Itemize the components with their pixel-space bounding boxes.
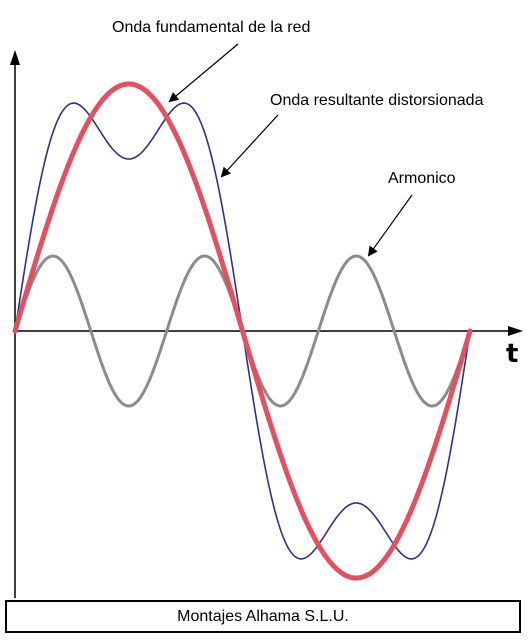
- harmonic-pointer-arrow: [367, 194, 413, 257]
- fundamental-pointer-arrow: [168, 43, 239, 103]
- time-axis-arrowhead: [508, 326, 523, 336]
- distorted-pointer-arrow: [220, 114, 279, 178]
- fundamental-wave: [12, 81, 473, 581]
- distorted-label: Onda resultante distorsionada: [270, 92, 484, 109]
- footer-box: Montajes Alhama S.L.U.: [5, 600, 521, 633]
- company-name: Montajes Alhama S.L.U.: [177, 607, 349, 625]
- time-axis-label: t: [506, 339, 518, 369]
- vertical-axis-arrowhead: [10, 50, 20, 65]
- harmonic-label: Armonico: [388, 170, 456, 187]
- fundamental-label: Onda fundamental de la red: [112, 19, 310, 36]
